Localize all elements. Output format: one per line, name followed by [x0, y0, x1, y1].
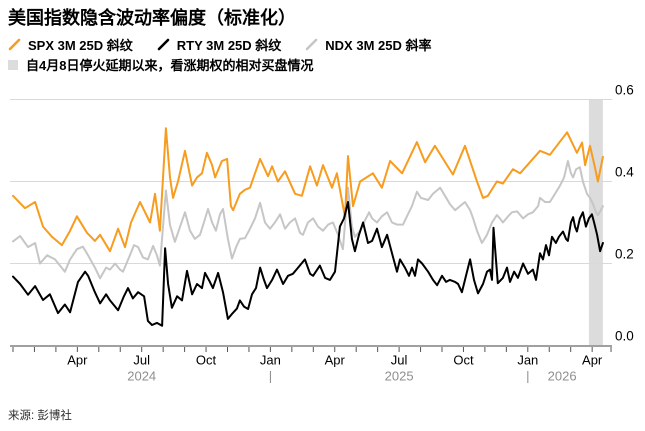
y-axis-label: 0.6 — [615, 83, 634, 98]
x-axis-month-label: Oct — [196, 353, 217, 368]
highlight-band — [588, 99, 603, 346]
x-axis-year-label: 2024 — [127, 369, 156, 384]
x-axis-month-label: Jan — [517, 353, 538, 368]
legend-label-rty: RTY 3M 25D 斜纹 — [176, 38, 282, 53]
x-axis-month-label: Apr — [325, 353, 346, 368]
legend-label-spx: SPX 3M 25D 斜纹 — [28, 38, 133, 53]
x-axis-year-label: 2025 — [385, 369, 414, 384]
x-axis-year-label: 2026 — [548, 369, 577, 384]
legend-band-row: 自4月8日停火延期以来，看涨期权的相对买盘情况 — [8, 55, 313, 74]
legend-label-ndx: NDX 3M 25D 斜率 — [325, 38, 432, 53]
x-axis-month-label: Apr — [67, 353, 88, 368]
band-swatch-icon — [8, 59, 18, 70]
x-axis-month-label: Jan — [260, 353, 281, 368]
spx-diagonal-line-icon — [8, 38, 21, 51]
y-axis-label: 0.4 — [615, 165, 634, 180]
legend-item-ndx: NDX 3M 25D 斜率 — [305, 35, 431, 54]
legend-series-row: SPX 3M 25D 斜纹 RTY 3M 25D 斜纹 NDX 3M 25D 斜… — [8, 35, 431, 54]
legend-item-spx: SPX 3M 25D 斜纹 — [8, 35, 133, 54]
rty-diagonal-line-icon — [157, 38, 170, 51]
x-axis-month-label: Jul — [133, 353, 150, 368]
rty-series-line — [12, 201, 604, 327]
ndx-diagonal-line-icon — [305, 38, 318, 51]
legend-item-rty: RTY 3M 25D 斜纹 — [157, 35, 282, 54]
spx-series-line — [12, 127, 604, 253]
y-axis-label: 0.0 — [615, 329, 634, 344]
chart-title: 美国指数隐含波动率偏度（标准化） — [8, 8, 296, 28]
legend-label-band: 自4月8日停火延期以来，看涨期权的相对买盘情况 — [26, 58, 314, 73]
x-axis-month-label: Jul — [391, 353, 408, 368]
ndx-series-line — [12, 160, 604, 280]
x-axis-year-label: | — [269, 369, 272, 384]
y-axis-label: 0.2 — [615, 247, 634, 262]
x-axis-year-label: | — [526, 369, 529, 384]
x-axis-month-label: Apr — [582, 353, 603, 368]
x-axis-month-label: Oct — [453, 353, 474, 368]
source-note: 来源: 彭博社 — [8, 410, 72, 422]
